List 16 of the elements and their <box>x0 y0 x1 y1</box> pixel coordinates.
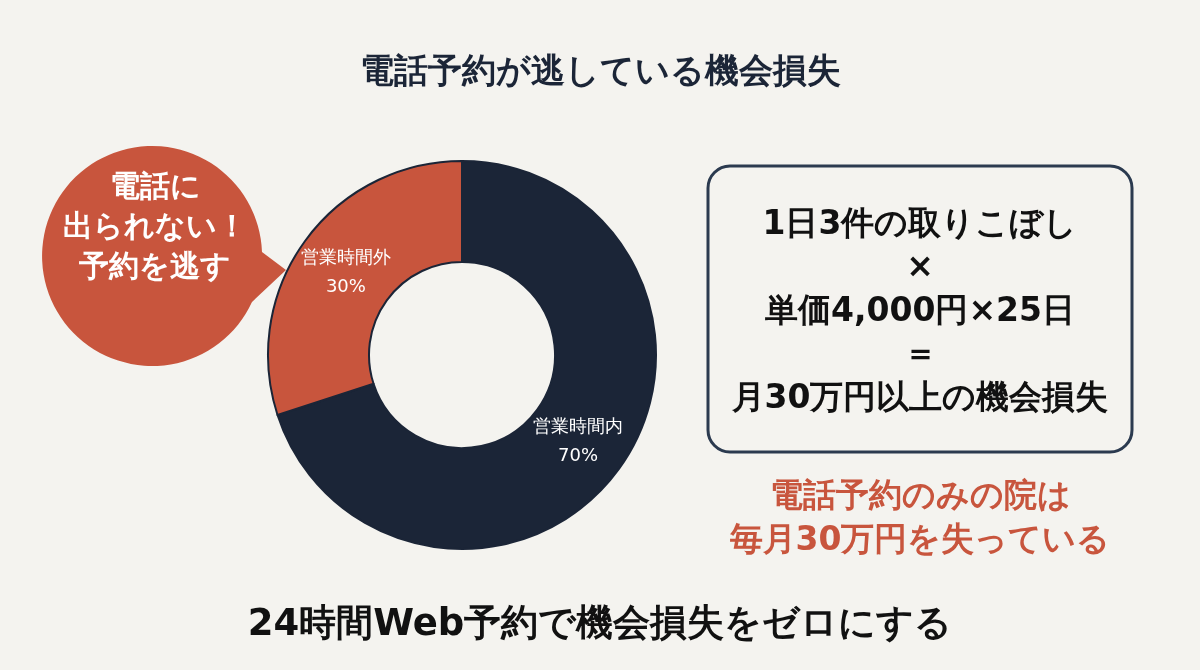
slice-label: 営業時間外 <box>300 246 391 268</box>
slice-label: 営業時間内 <box>533 414 624 436</box>
chart-title: 電話予約が逃している機会損失 <box>359 50 841 90</box>
text: 1日3件の取りこぼし <box>762 202 1078 242</box>
text: 予約を逃す <box>78 247 231 283</box>
text: ＝ <box>903 333 937 372</box>
text: 月30万円以上の機会損失 <box>730 376 1109 416</box>
text: 単価4,000円×25日 <box>765 289 1075 329</box>
text: 出られない！ <box>63 207 247 243</box>
text: 24時間Web予約で機会損失をゼロにする <box>247 600 953 644</box>
text: 毎月30万円を失っている <box>728 518 1111 558</box>
text: 電話に <box>109 167 201 203</box>
data-label: 70% <box>558 443 599 465</box>
data-label: 30% <box>325 275 366 297</box>
text: 電話予約のみの院は <box>769 474 1071 514</box>
text: × <box>906 246 934 285</box>
